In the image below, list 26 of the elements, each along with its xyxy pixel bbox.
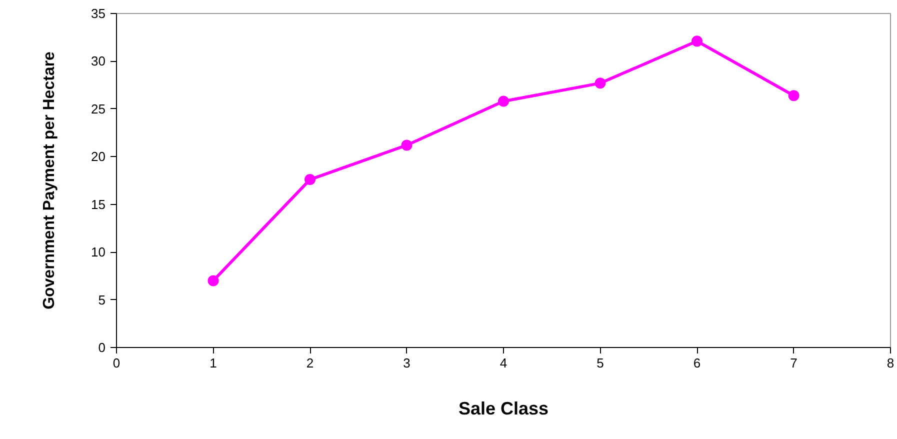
x-tick-label: 1 — [210, 356, 217, 370]
point — [401, 140, 412, 151]
x-tick-label: 3 — [403, 356, 410, 370]
x-tick-label: 0 — [112, 356, 120, 370]
x-axis-title: Sale Class — [458, 398, 549, 418]
x-tick-label: 8 — [886, 356, 894, 370]
y-tick-label: 15 — [91, 196, 106, 212]
y-tick-label: 35 — [91, 6, 106, 21]
y-tick-label: 30 — [91, 54, 106, 69]
point — [498, 96, 509, 107]
point — [208, 275, 219, 286]
point — [788, 90, 800, 102]
point — [304, 174, 316, 186]
y-tick-label: 20 — [91, 149, 106, 164]
x-tick-label: 4 — [500, 356, 508, 370]
y-tick-label: 5 — [98, 292, 106, 308]
y-axis-title: Government Payment per Hectare — [41, 51, 58, 310]
y-tick-label: 0 — [98, 340, 106, 355]
point — [692, 36, 702, 47]
y-tick-label: 10 — [91, 244, 106, 260]
x-tick-label: 2 — [306, 356, 314, 370]
y-tick-label: 25 — [91, 101, 106, 116]
x-tick-label: 5 — [596, 356, 604, 370]
point — [594, 78, 606, 89]
x-tick-label: 6 — [693, 356, 701, 370]
x-tick-label: 7 — [790, 356, 798, 370]
